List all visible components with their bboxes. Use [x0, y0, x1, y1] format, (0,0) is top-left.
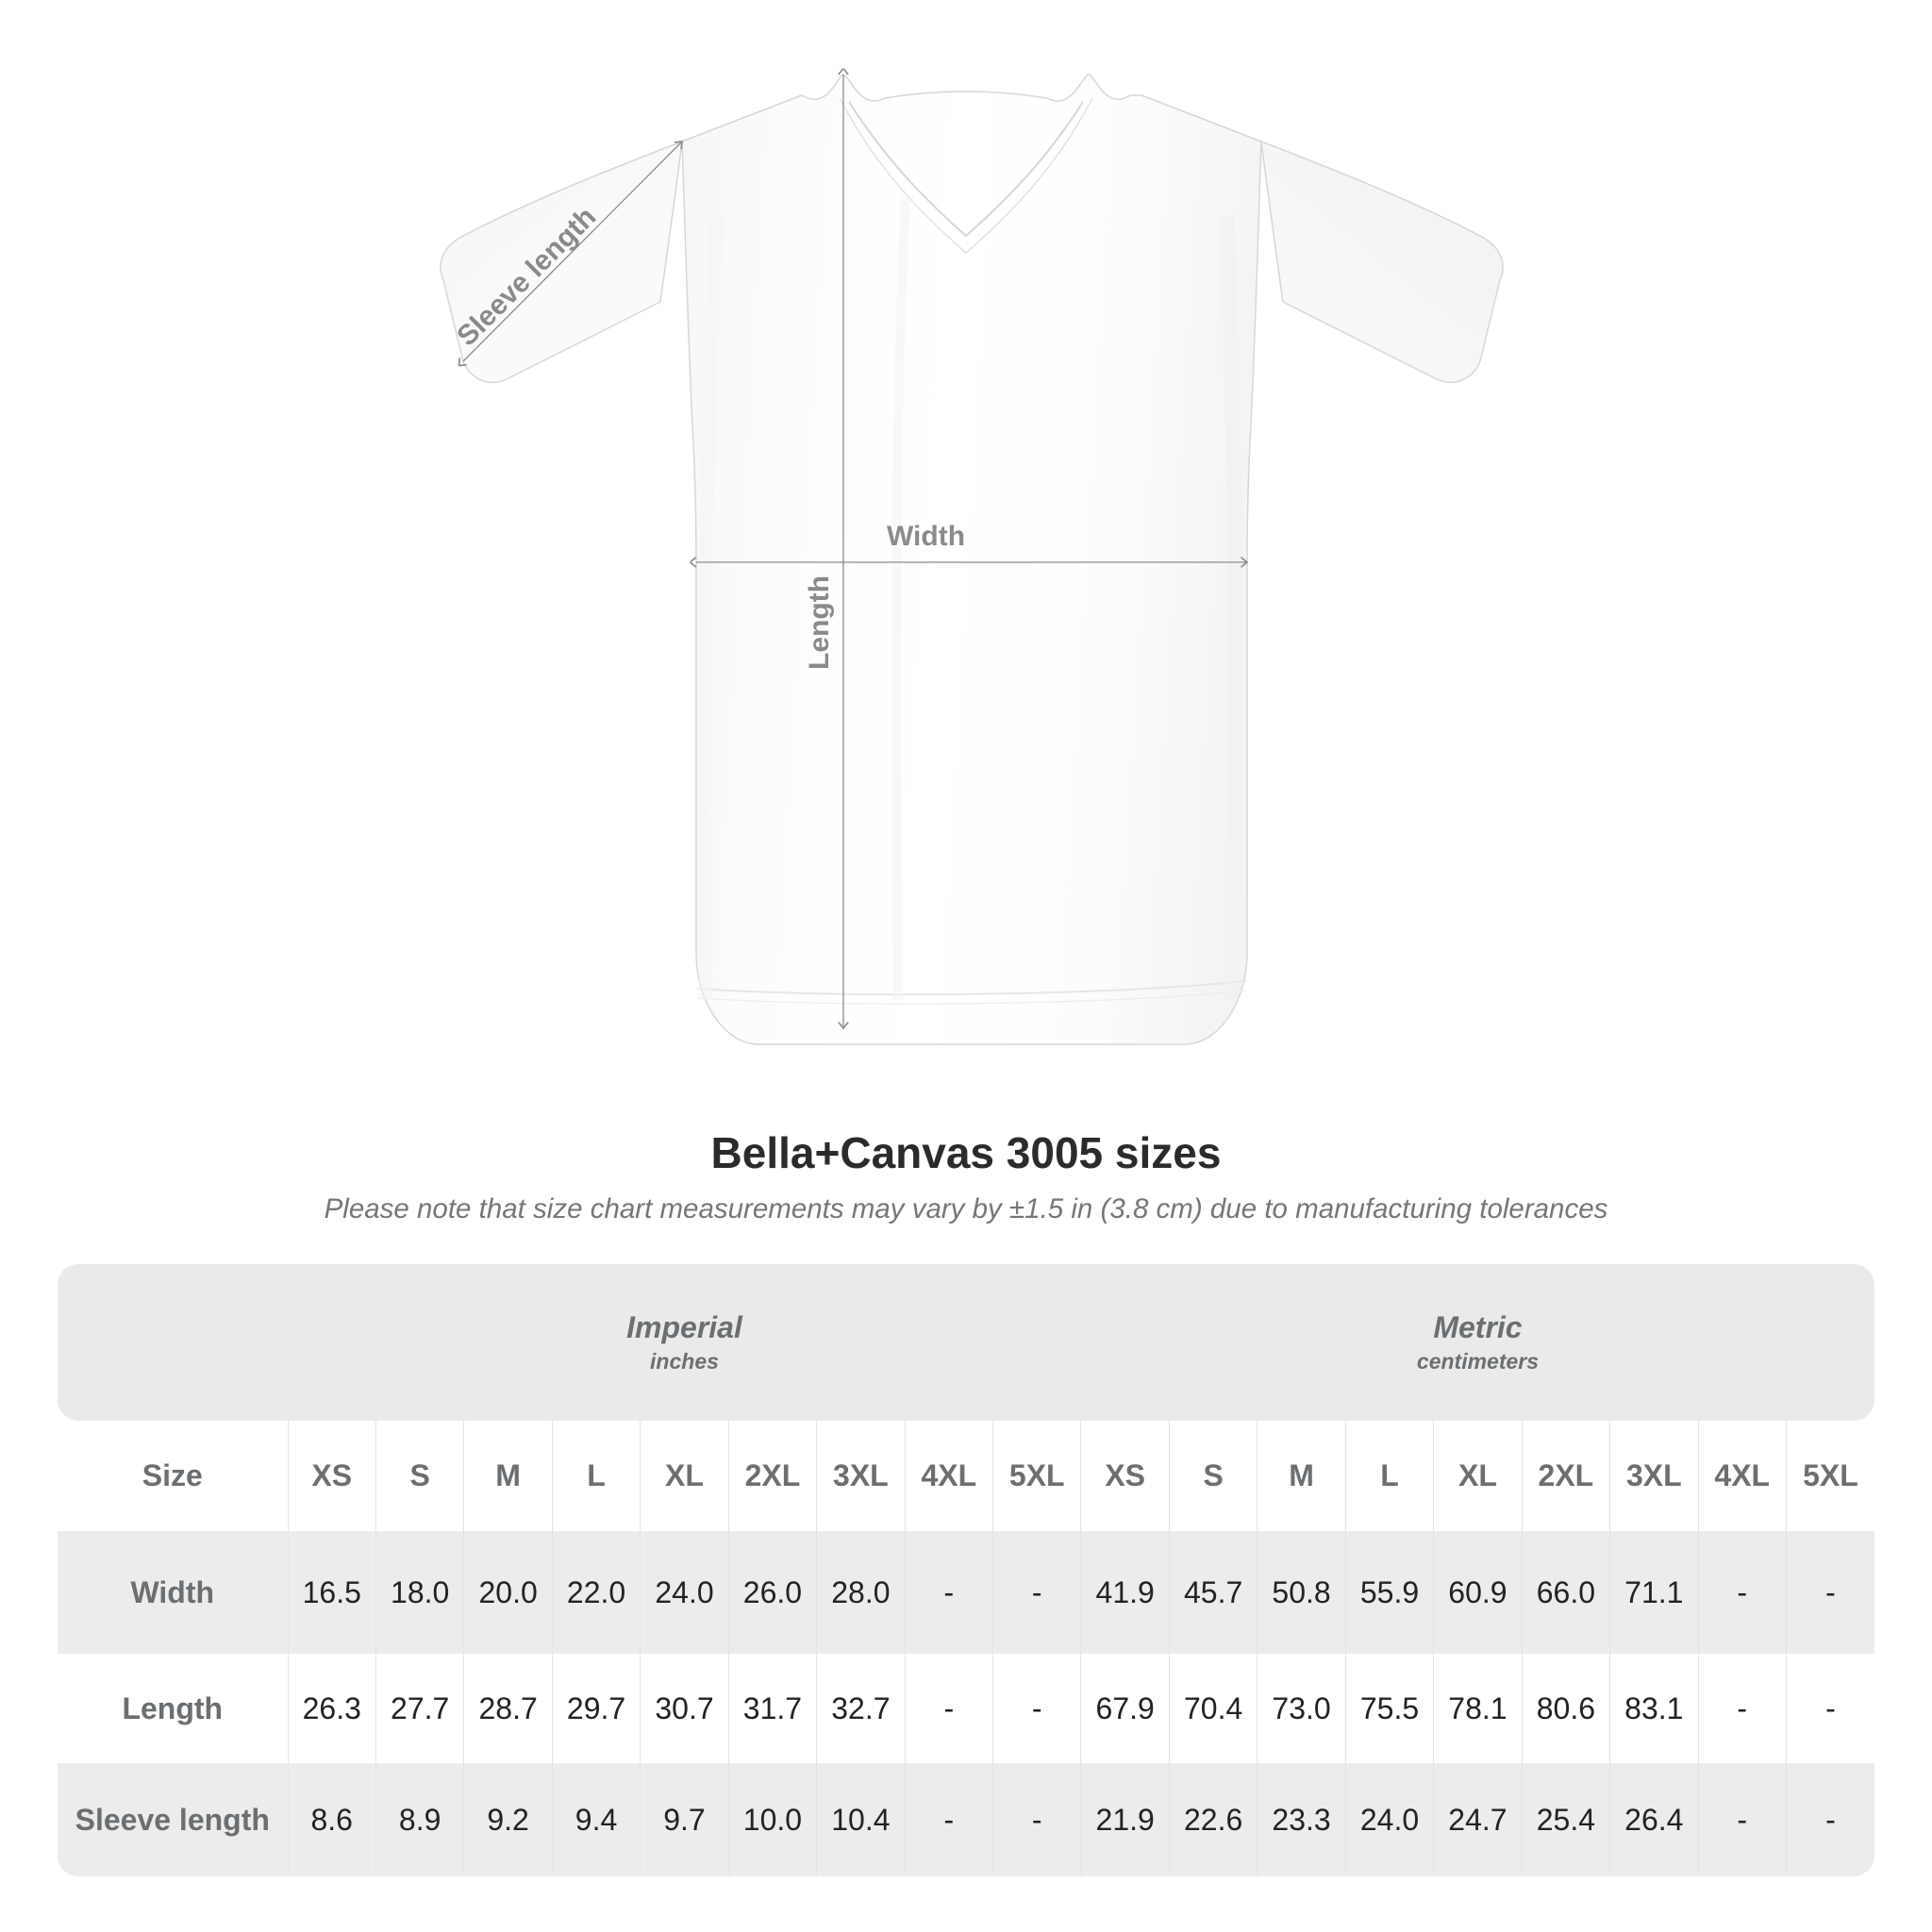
svg-text:Width: Width: [887, 521, 965, 552]
svg-text:Length: Length: [804, 575, 835, 670]
